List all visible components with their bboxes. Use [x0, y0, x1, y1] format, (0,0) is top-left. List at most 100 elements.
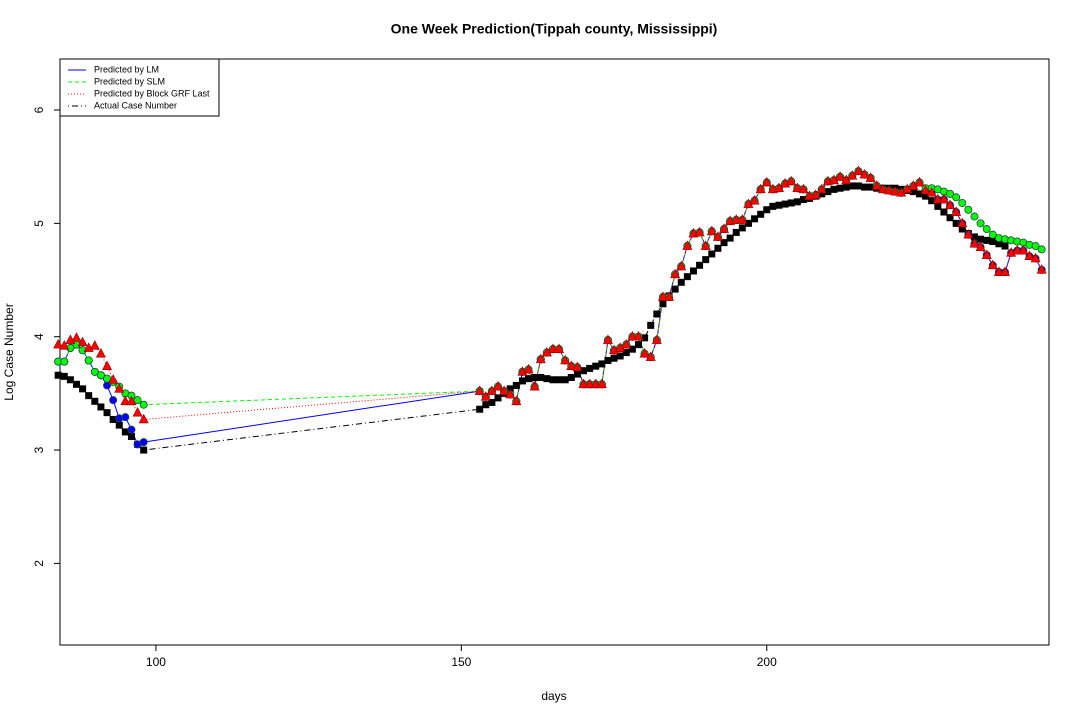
point — [139, 438, 148, 447]
point — [60, 372, 68, 380]
point — [567, 374, 575, 382]
point — [835, 171, 846, 181]
point — [987, 259, 998, 270]
point — [865, 172, 876, 182]
point — [983, 236, 991, 244]
y-tick-label: 3 — [32, 446, 46, 453]
point — [53, 338, 64, 349]
point — [627, 331, 638, 341]
point — [1001, 242, 1009, 250]
y-axis-label: Log Case Number — [2, 303, 16, 400]
point — [598, 360, 606, 368]
point — [810, 189, 821, 199]
point — [616, 352, 624, 360]
point — [610, 354, 618, 362]
x-axis-label: days — [541, 689, 566, 703]
point — [103, 409, 111, 417]
point — [602, 334, 613, 344]
point — [737, 214, 748, 224]
y-tick-label: 6 — [32, 106, 46, 113]
point — [934, 202, 942, 210]
point — [842, 183, 850, 191]
point — [573, 370, 581, 378]
point — [77, 336, 88, 347]
point — [476, 405, 484, 413]
point — [922, 192, 930, 200]
point — [1037, 245, 1046, 254]
point — [861, 183, 869, 191]
point — [138, 413, 149, 424]
point — [590, 378, 601, 389]
point — [854, 182, 862, 190]
point — [1030, 252, 1041, 263]
point — [549, 376, 557, 384]
point — [946, 214, 954, 222]
point — [683, 273, 691, 281]
point — [547, 343, 558, 353]
point — [706, 225, 717, 236]
point — [712, 231, 723, 241]
y-tick-label: 4 — [32, 333, 46, 340]
point — [505, 388, 516, 399]
point — [523, 363, 534, 374]
point — [761, 176, 772, 187]
point — [958, 225, 966, 233]
point — [755, 183, 766, 194]
point — [584, 378, 595, 389]
point — [127, 425, 136, 434]
point — [543, 375, 551, 383]
point — [96, 371, 105, 380]
point — [66, 376, 74, 384]
point — [639, 348, 650, 358]
point — [121, 428, 129, 436]
point — [580, 367, 588, 375]
point — [970, 233, 978, 241]
point — [988, 230, 997, 239]
point — [700, 240, 711, 250]
point — [653, 310, 661, 318]
point — [677, 278, 685, 286]
point — [818, 190, 826, 198]
point — [963, 229, 974, 239]
point — [786, 175, 797, 186]
point — [977, 235, 985, 243]
point — [133, 396, 142, 405]
point — [799, 196, 807, 204]
point — [127, 432, 135, 440]
point — [482, 401, 490, 409]
point — [604, 357, 612, 365]
point — [132, 406, 143, 417]
point — [633, 331, 644, 341]
point — [836, 184, 844, 192]
point — [1036, 264, 1047, 274]
point — [492, 380, 503, 391]
y-tick-label: 5 — [32, 220, 46, 227]
point — [596, 378, 607, 389]
point — [572, 361, 583, 372]
point — [957, 217, 968, 228]
point — [102, 360, 113, 370]
point — [993, 266, 1004, 276]
point — [824, 188, 832, 196]
point — [488, 398, 496, 406]
point — [109, 396, 118, 405]
y-tick-label: 2 — [32, 560, 46, 567]
point — [763, 206, 771, 214]
point — [664, 291, 675, 301]
point — [720, 239, 728, 247]
point — [982, 225, 991, 234]
point — [499, 385, 510, 395]
point — [115, 421, 123, 429]
point — [659, 300, 667, 308]
point — [578, 378, 589, 389]
point — [915, 190, 923, 198]
point — [657, 291, 668, 301]
point — [738, 224, 746, 232]
point — [976, 219, 985, 228]
point — [670, 268, 681, 279]
point — [989, 237, 997, 245]
chart-title: One Week Prediction(Tippah county, Missi… — [391, 21, 718, 37]
point — [871, 180, 882, 190]
point — [554, 343, 565, 353]
